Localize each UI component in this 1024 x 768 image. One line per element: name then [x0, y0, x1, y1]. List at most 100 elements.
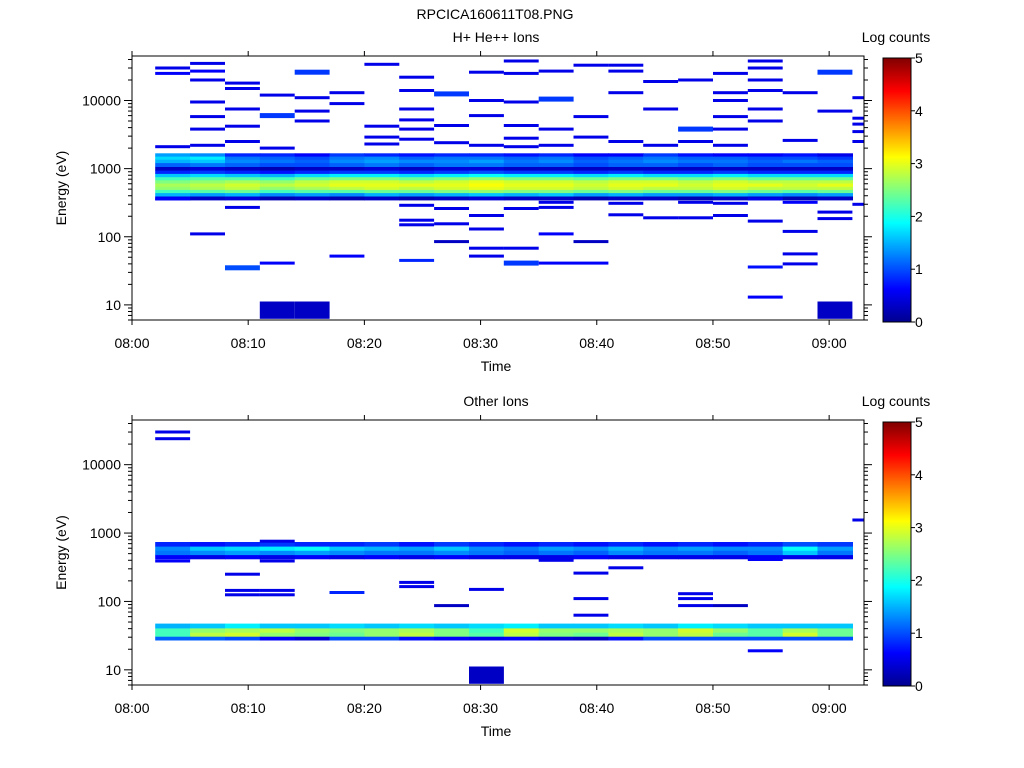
band-cell — [399, 176, 435, 181]
sparse-cell — [434, 141, 469, 145]
band-cell — [747, 192, 784, 197]
sparse-cell — [155, 559, 191, 563]
band-cell — [817, 173, 853, 178]
band-cell — [364, 162, 400, 167]
band-cell — [329, 162, 365, 167]
sparse-cell — [469, 70, 504, 74]
sparse-cell — [538, 232, 574, 236]
sparse-cell — [329, 254, 365, 258]
band-cell — [503, 176, 540, 181]
sparse-cell — [259, 113, 295, 119]
sparse-cell — [294, 119, 330, 123]
x-tick-label: 08:20 — [347, 700, 382, 716]
x-tick-label: 09:00 — [812, 335, 847, 351]
band-low-cell — [503, 623, 540, 629]
sparse-cell — [538, 558, 574, 562]
panel-other-ions: 08:00 08:10 08:20 08:30 08:40 08:50 09:0010100… — [53, 393, 930, 739]
band-cell — [469, 189, 505, 194]
band-cell — [817, 176, 853, 181]
band-cell — [503, 156, 540, 160]
band-cell — [329, 179, 365, 184]
band-cell — [782, 173, 819, 178]
sparse-cell — [608, 91, 644, 95]
band-cell — [469, 186, 505, 190]
sparse-cell — [259, 588, 295, 592]
band-cell — [469, 166, 505, 171]
band-cell — [713, 186, 749, 190]
band-cell — [155, 192, 191, 197]
sparse-cell — [573, 597, 609, 601]
sparse-cell — [259, 146, 295, 150]
band-low-cell — [678, 623, 714, 629]
sparse-cell — [713, 115, 748, 119]
band-cell — [817, 183, 853, 187]
band-cell — [747, 170, 784, 174]
sparse-cell — [469, 587, 504, 591]
band-high-cell — [364, 542, 400, 547]
sparse-cell — [713, 127, 748, 131]
band-cell — [259, 170, 296, 174]
sparse-cell — [678, 78, 713, 82]
sparse-cell — [817, 301, 853, 319]
sparse-cell — [399, 137, 435, 141]
band-cell — [747, 176, 784, 181]
band-high-cell — [503, 550, 540, 556]
band-cell — [434, 156, 470, 160]
sparse-cell — [852, 140, 864, 143]
sparse-cell — [782, 262, 818, 266]
band-cell — [573, 179, 609, 184]
band-cell — [643, 159, 679, 164]
band-low-cell — [608, 636, 644, 641]
sparse-cell — [713, 604, 748, 608]
sparse-cell — [852, 202, 864, 206]
band-high-cell — [538, 546, 575, 551]
sparse-cell — [294, 109, 330, 113]
band-low-cell — [747, 632, 784, 637]
band-cell — [155, 186, 191, 190]
band-cell — [294, 183, 331, 187]
band-low-cell — [294, 623, 331, 629]
sparse-cell — [434, 124, 469, 127]
band-cell — [538, 176, 575, 181]
band-cell — [434, 173, 470, 178]
band-high-cell — [294, 554, 331, 560]
band-cell — [225, 173, 261, 178]
band-cell — [399, 189, 435, 194]
sparse-cell — [155, 71, 191, 75]
y-tick-label: 10 — [105, 297, 121, 313]
band-low-cell — [678, 636, 714, 641]
band-low-cell — [747, 628, 784, 633]
band-cell — [364, 170, 400, 174]
sparse-cell — [678, 200, 713, 204]
sparse-cell — [155, 145, 191, 149]
sparse-cell — [747, 558, 783, 561]
band-high-cell — [329, 542, 365, 547]
band-cell — [817, 192, 853, 197]
band-high-cell — [747, 554, 784, 560]
sparse-cell — [643, 80, 679, 83]
band-high-cell — [747, 542, 784, 547]
band-cell — [329, 159, 365, 164]
band-low-cell — [747, 623, 784, 629]
band-cell — [608, 179, 644, 184]
band-cell — [259, 189, 296, 194]
band-high-cell — [294, 550, 331, 556]
band-low-cell — [399, 628, 435, 633]
figure-title: RPCICA160611T08.PNG — [417, 6, 574, 22]
band-cell — [294, 196, 331, 201]
band-cell — [469, 162, 505, 167]
band-low-cell — [190, 623, 226, 629]
band-low-cell — [713, 636, 749, 641]
band-cell — [259, 173, 296, 178]
band-cell — [747, 153, 784, 157]
band-low-cell — [399, 636, 435, 641]
band-low-cell — [573, 623, 609, 629]
band-high-cell — [782, 546, 819, 551]
band-low-cell — [538, 636, 575, 641]
band-cell — [678, 153, 714, 157]
band-cell — [678, 192, 714, 197]
band-cell — [364, 173, 400, 178]
band-high-cell — [643, 550, 679, 556]
band-cell — [503, 189, 540, 194]
sparse-cell — [782, 138, 818, 142]
